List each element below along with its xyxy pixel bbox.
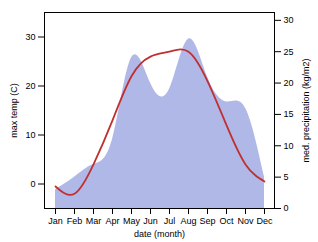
svg-text:10: 10 bbox=[284, 141, 294, 151]
svg-text:10: 10 bbox=[25, 130, 35, 140]
svg-text:Dec: Dec bbox=[256, 216, 273, 226]
svg-text:Jan: Jan bbox=[48, 216, 63, 226]
svg-text:Sep: Sep bbox=[199, 216, 215, 226]
svg-text:20: 20 bbox=[284, 78, 294, 88]
svg-text:0: 0 bbox=[284, 203, 289, 213]
svg-text:30: 30 bbox=[25, 32, 35, 42]
svg-text:Jun: Jun bbox=[143, 216, 158, 226]
svg-text:Feb: Feb bbox=[67, 216, 83, 226]
svg-text:30: 30 bbox=[284, 15, 294, 25]
svg-text:date (month): date (month) bbox=[134, 229, 185, 239]
svg-text:20: 20 bbox=[25, 81, 35, 91]
svg-text:May: May bbox=[123, 216, 141, 226]
svg-text:med. precipitation (kg/m2): med. precipitation (kg/m2) bbox=[301, 58, 311, 162]
svg-text:Nov: Nov bbox=[237, 216, 254, 226]
svg-text:15: 15 bbox=[284, 109, 294, 119]
svg-text:Apr: Apr bbox=[105, 216, 119, 226]
svg-text:0: 0 bbox=[30, 179, 35, 189]
svg-text:max temp (C): max temp (C) bbox=[9, 83, 19, 138]
svg-text:Mar: Mar bbox=[86, 216, 102, 226]
svg-text:Oct: Oct bbox=[219, 216, 234, 226]
svg-text:Aug: Aug bbox=[180, 216, 196, 226]
svg-text:25: 25 bbox=[284, 47, 294, 57]
svg-text:5: 5 bbox=[284, 172, 289, 182]
svg-text:Jul: Jul bbox=[164, 216, 176, 226]
